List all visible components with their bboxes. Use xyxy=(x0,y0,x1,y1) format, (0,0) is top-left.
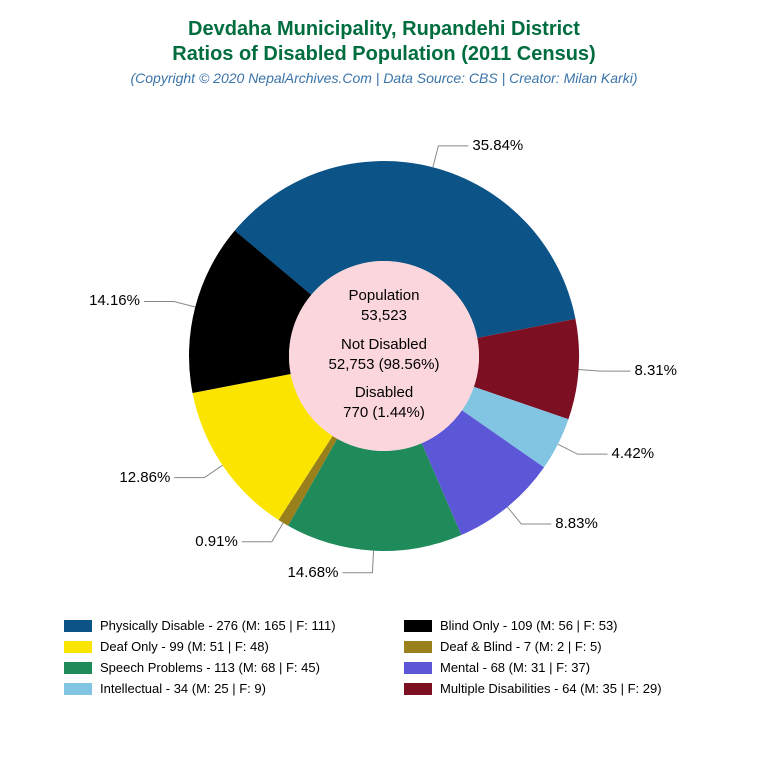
pct-label-deaf: 12.86% xyxy=(119,469,170,486)
legend-swatch xyxy=(404,620,432,632)
center-pop-label: Population xyxy=(284,286,484,306)
legend-text: Deaf Only - 99 (M: 51 | F: 48) xyxy=(100,639,269,654)
center-disabled-label: Disabled xyxy=(284,383,484,403)
legend-item: Multiple Disabilities - 64 (M: 35 | F: 2… xyxy=(404,681,704,696)
legend-text: Intellectual - 34 (M: 25 | F: 9) xyxy=(100,681,266,696)
legend-swatch xyxy=(404,662,432,674)
legend-item: Mental - 68 (M: 31 | F: 37) xyxy=(404,660,704,675)
legend: Physically Disable - 276 (M: 165 | F: 11… xyxy=(64,618,704,696)
pct-label-intellectual: 4.42% xyxy=(612,445,655,462)
center-notdisabled-label: Not Disabled xyxy=(284,335,484,355)
center-pop-value: 53,523 xyxy=(284,306,484,326)
legend-text: Physically Disable - 276 (M: 165 | F: 11… xyxy=(100,618,336,633)
legend-item: Blind Only - 109 (M: 56 | F: 53) xyxy=(404,618,704,633)
legend-text: Speech Problems - 113 (M: 68 | F: 45) xyxy=(100,660,320,675)
chart-title-line-1: Devdaha Municipality, Rupandehi District xyxy=(188,18,580,41)
legend-text: Blind Only - 109 (M: 56 | F: 53) xyxy=(440,618,618,633)
chart-title-line-2: Ratios of Disabled Population (2011 Cens… xyxy=(172,43,595,66)
legend-text: Multiple Disabilities - 64 (M: 35 | F: 2… xyxy=(440,681,662,696)
legend-item: Physically Disable - 276 (M: 165 | F: 11… xyxy=(64,618,364,633)
pct-label-deafblind: 0.91% xyxy=(195,533,238,550)
pct-label-blind: 14.16% xyxy=(89,292,140,309)
legend-item: Intellectual - 34 (M: 25 | F: 9) xyxy=(64,681,364,696)
center-disabled-value: 770 (1.44%) xyxy=(284,403,484,423)
pct-label-speech: 14.68% xyxy=(288,564,339,581)
legend-item: Speech Problems - 113 (M: 68 | F: 45) xyxy=(64,660,364,675)
donut-chart: Population 53,523 Not Disabled 52,753 (9… xyxy=(24,92,744,612)
chart-subtitle: (Copyright © 2020 NepalArchives.Com | Da… xyxy=(130,70,637,86)
legend-text: Mental - 68 (M: 31 | F: 37) xyxy=(440,660,590,675)
legend-text: Deaf & Blind - 7 (M: 2 | F: 5) xyxy=(440,639,602,654)
center-summary: Population 53,523 Not Disabled 52,753 (9… xyxy=(284,286,484,424)
center-notdisabled-value: 52,753 (98.56%) xyxy=(284,355,484,375)
legend-swatch xyxy=(64,641,92,653)
legend-item: Deaf & Blind - 7 (M: 2 | F: 5) xyxy=(404,639,704,654)
pct-label-mental: 8.83% xyxy=(555,515,598,532)
pct-label-multiple: 8.31% xyxy=(634,362,677,379)
legend-swatch xyxy=(404,641,432,653)
legend-swatch xyxy=(64,683,92,695)
legend-swatch xyxy=(64,620,92,632)
legend-swatch xyxy=(64,662,92,674)
pct-label-physically: 35.84% xyxy=(472,137,523,154)
legend-item: Deaf Only - 99 (M: 51 | F: 48) xyxy=(64,639,364,654)
legend-swatch xyxy=(404,683,432,695)
